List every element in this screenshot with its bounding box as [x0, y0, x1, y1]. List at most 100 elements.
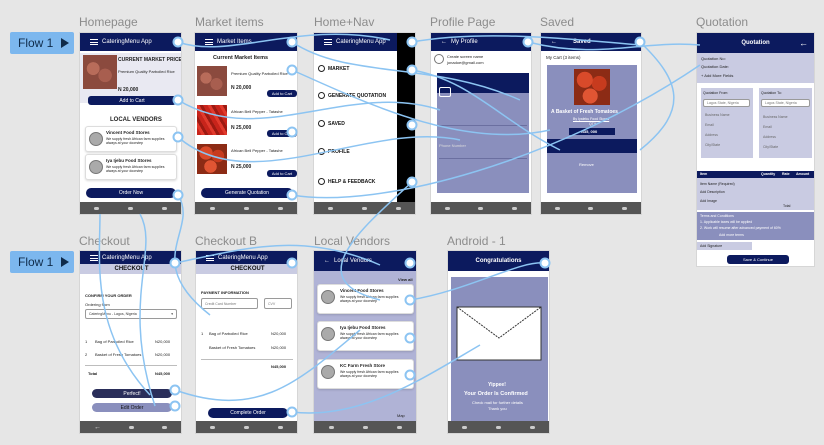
recents-icon[interactable] [621, 206, 627, 210]
nav-item-quotation[interactable]: GENERATE QUOTATION [328, 93, 387, 99]
card-number-input[interactable]: Credit Card Number [201, 298, 258, 309]
back-arrow-icon[interactable]: ← [94, 423, 101, 431]
product-name: African Bell Pepper - Tatashe [231, 148, 283, 153]
home-icon[interactable] [129, 425, 134, 429]
to-business-name[interactable]: Business Name [763, 115, 788, 119]
to-email[interactable]: Email [763, 125, 772, 129]
from-business-name[interactable]: Business Name [705, 113, 730, 117]
quotation-date-label[interactable]: Quotation Date: [701, 64, 730, 69]
add-to-cart-button[interactable]: Add to Cart [267, 170, 297, 177]
to-state-select[interactable]: Lagos State, Nigeria [761, 99, 810, 107]
from-address[interactable]: Address [705, 133, 718, 137]
remove-button[interactable]: Remove [579, 162, 594, 167]
back-icon[interactable] [209, 206, 215, 210]
flow-start-tag[interactable]: Flow 1 [10, 251, 74, 273]
term-item: 2. Work will resume after advanced payme… [700, 226, 781, 230]
nav-item-profile[interactable]: PROFILE [328, 149, 350, 155]
recents-icon[interactable] [511, 206, 517, 210]
vendor-card[interactable]: Vincent Food Stores We supply fresh Afri… [85, 126, 177, 152]
add-image-button[interactable]: Add Image [700, 199, 717, 203]
item-name-field[interactable]: Item Name (Required) [700, 182, 735, 186]
back-arrow-icon[interactable]: ← [799, 38, 808, 48]
recents-icon[interactable] [529, 425, 535, 429]
view-all-link[interactable]: View all [398, 277, 413, 282]
add-to-cart-button[interactable]: Add to Cart [267, 90, 297, 97]
to-city[interactable]: City/State [763, 145, 779, 149]
saved-item-vendor[interactable]: By Iyaleku Food Stores [573, 117, 610, 121]
add-to-cart-button[interactable]: Add to Cart [267, 130, 297, 137]
back-arrow-icon[interactable]: ← [551, 39, 557, 45]
complete-order-button[interactable]: Complete Order [208, 408, 288, 418]
vendor-card[interactable]: Vincent Food Stores We supply fresh Afri… [317, 284, 414, 314]
recents-icon[interactable] [277, 425, 283, 429]
ordering-from-label: Ordering from [85, 302, 110, 307]
app-bar: CateringMenu App [80, 251, 181, 264]
app-title: CateringMenu App [336, 39, 386, 45]
back-icon[interactable] [210, 425, 216, 429]
back-icon[interactable] [445, 206, 451, 210]
row-price: N20,000 [271, 345, 287, 350]
order-now-button[interactable]: Order Now [86, 188, 176, 198]
home-icon[interactable] [243, 425, 249, 429]
vendor-desc: We supply fresh African farm supplies al… [106, 137, 165, 145]
phone-field-label[interactable]: Phone Number [439, 143, 466, 148]
add-terms-button[interactable]: Add more terms [719, 233, 744, 237]
home-icon[interactable] [362, 425, 368, 429]
home-icon[interactable] [127, 206, 133, 210]
nav-item-market[interactable]: MARKET [328, 66, 350, 72]
row-item: Basket of Fresh Tomatoes [95, 352, 142, 357]
term-item: 1. Applicable taxes will be applied [700, 220, 753, 224]
recents-icon[interactable] [396, 425, 402, 429]
recents-icon[interactable] [162, 425, 167, 429]
home-icon[interactable] [243, 206, 249, 210]
home-icon[interactable] [588, 206, 594, 210]
recents-icon[interactable] [161, 206, 167, 210]
menu-icon[interactable] [206, 254, 214, 261]
signature-field[interactable] [697, 242, 752, 250]
location-select[interactable]: CateringMenu - Lagos, Nigeria ▾ [85, 309, 177, 319]
flow-label: Flow 1 [18, 36, 54, 50]
from-email[interactable]: Email [705, 123, 714, 127]
home-icon[interactable] [478, 206, 484, 210]
menu-icon[interactable] [90, 39, 98, 45]
flow-start-tag[interactable]: Flow 1 [10, 32, 74, 54]
nav-item-saved[interactable]: SAVED [328, 121, 345, 127]
quotation-no-label[interactable]: Quotation No: [701, 56, 726, 61]
recents-icon[interactable] [277, 206, 283, 210]
screen-name-link[interactable]: Create screen name [447, 54, 484, 59]
back-icon[interactable] [94, 206, 100, 210]
menu-icon[interactable] [205, 39, 213, 45]
from-state-select[interactable]: Lagos State, Nigeria [703, 99, 750, 107]
product-image [83, 55, 117, 89]
map-button[interactable]: Map [397, 413, 405, 418]
back-arrow-icon[interactable]: ← [441, 39, 447, 45]
from-city[interactable]: City/State [705, 143, 721, 147]
back-arrow-icon[interactable]: ← [324, 258, 330, 264]
vendor-card[interactable]: Iya Ijebu Food Stores We supply fresh Af… [317, 321, 414, 351]
edit-order-button[interactable]: Edit Order [92, 403, 172, 412]
to-address[interactable]: Address [763, 135, 776, 139]
cvv-input[interactable]: CVV [264, 298, 292, 309]
menu-icon[interactable] [90, 254, 98, 261]
add-fields-button[interactable]: + Add More Fields [701, 73, 733, 78]
add-to-cart-button[interactable]: Add to Cart [88, 96, 176, 105]
back-icon[interactable] [462, 425, 468, 429]
vendor-card[interactable]: Iya Ijebu Food Stores We supply fresh Af… [85, 154, 177, 180]
menu-icon[interactable] [324, 39, 332, 45]
vendor-card[interactable]: KC Farm Fresh Store We supply fresh Afri… [317, 359, 414, 389]
yippee-text: Yippee! [488, 382, 506, 388]
avatar[interactable] [434, 54, 444, 64]
recents-icon[interactable] [395, 206, 401, 210]
save-continue-button[interactable]: Save & Continue [727, 255, 789, 264]
nav-item-help[interactable]: HELP & FEEDBACK [328, 179, 376, 185]
generate-quotation-button[interactable]: Generate Quotation [201, 188, 293, 198]
back-icon[interactable] [328, 206, 334, 210]
home-icon[interactable] [361, 206, 367, 210]
back-icon[interactable] [555, 206, 561, 210]
search-icon[interactable]: ⌕ [287, 38, 291, 45]
item-description-field[interactable]: Add Description [700, 190, 725, 194]
home-icon[interactable] [495, 425, 501, 429]
camera-icon[interactable] [439, 87, 451, 97]
back-icon[interactable] [328, 425, 334, 429]
perfect-button[interactable]: Perfect! [92, 389, 172, 398]
